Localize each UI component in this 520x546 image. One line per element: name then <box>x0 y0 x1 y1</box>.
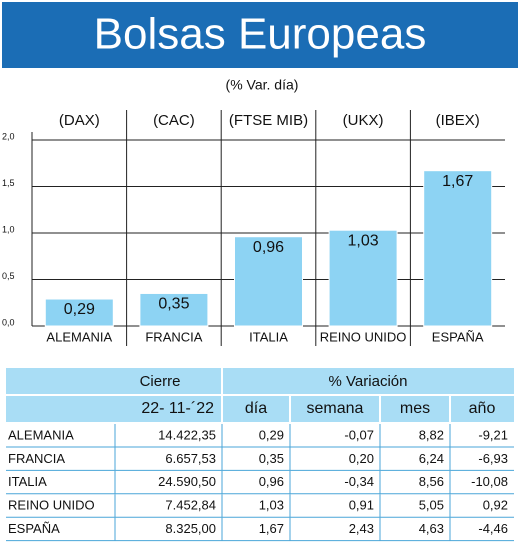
table-cell: 4,63 <box>419 521 444 536</box>
index-label: (FTSE MIB) <box>229 112 308 129</box>
x-tick-label: ITALIA <box>249 329 288 344</box>
table-group-header: Cierre <box>140 373 181 390</box>
table-cell: 8,82 <box>419 427 444 442</box>
index-label: (UKX) <box>343 112 384 129</box>
table-cell: -9,21 <box>478 427 508 442</box>
table-cell: 1,03 <box>259 498 284 513</box>
table-cell: -0,07 <box>344 427 374 442</box>
table-column-header: mes <box>400 400 430 417</box>
bar <box>423 170 493 327</box>
table-cell: 8.325,00 <box>165 521 216 536</box>
table-cell: 5,05 <box>419 498 444 513</box>
index-label: (IBEX) <box>436 112 480 129</box>
y-tick-label: 1,0 <box>2 224 15 234</box>
table-cell: ESPAÑA <box>8 521 60 536</box>
table-cell: 6.657,53 <box>165 451 216 466</box>
table-cell: -4,46 <box>478 521 508 536</box>
table-column-header: día <box>245 400 267 417</box>
table-cell: -0,34 <box>344 474 374 489</box>
bar <box>44 298 114 327</box>
table-cell: 7.452,84 <box>165 498 216 513</box>
chart-title: Bolsas Europeas <box>94 10 427 59</box>
value-label: 1,67 <box>442 173 473 190</box>
table-cell: 0,92 <box>483 498 508 513</box>
table-group-header: % Variación <box>329 373 408 390</box>
value-label: 0,96 <box>253 239 284 256</box>
table-column-header: semana <box>307 400 364 417</box>
table-cell: 0,91 <box>349 498 374 513</box>
bar <box>234 236 303 327</box>
bar <box>328 229 398 327</box>
table-cell: 14.422,35 <box>158 427 216 442</box>
title-banner <box>2 2 518 68</box>
table-cell: 0,20 <box>349 451 374 466</box>
index-label: (CAC) <box>153 112 195 129</box>
chart-subtitle: (% Var. día) <box>226 77 299 93</box>
table-cell: 8,56 <box>419 474 444 489</box>
table-cell: ALEMANIA <box>8 427 74 442</box>
table-cell: -6,93 <box>478 451 508 466</box>
value-label: 0,29 <box>64 301 95 318</box>
x-tick-label: FRANCIA <box>145 329 202 344</box>
y-tick-label: 0,0 <box>2 317 15 327</box>
table-cell: 6,24 <box>419 451 444 466</box>
y-tick-label: 1,5 <box>2 178 15 188</box>
y-tick-label: 2,0 <box>2 131 15 141</box>
table-column-header: 22- 11-´22 <box>141 400 214 417</box>
x-tick-label: ESPAÑA <box>432 329 484 344</box>
bar <box>139 292 209 327</box>
index-label: (DAX) <box>59 112 100 129</box>
table-cell: 0,29 <box>259 427 284 442</box>
table-cell: 24.590,50 <box>158 474 216 489</box>
table-cell: 2,43 <box>349 521 374 536</box>
table-cell: 0,96 <box>259 474 284 489</box>
table-cell: ITALIA <box>8 474 47 489</box>
table-cell: FRANCIA <box>8 451 65 466</box>
table-cell: REINO UNIDO <box>8 498 95 513</box>
value-label: 1,03 <box>348 232 379 249</box>
x-tick-label: ALEMANIA <box>46 329 112 344</box>
y-tick-label: 0,5 <box>2 271 15 281</box>
table-cell: 1,67 <box>259 521 284 536</box>
table-cell: 0,35 <box>259 451 284 466</box>
value-label: 0,35 <box>158 296 189 313</box>
x-tick-label: REINO UNIDO <box>320 329 407 344</box>
table-cell: -10,08 <box>471 474 508 489</box>
table-column-header: año <box>469 400 496 417</box>
